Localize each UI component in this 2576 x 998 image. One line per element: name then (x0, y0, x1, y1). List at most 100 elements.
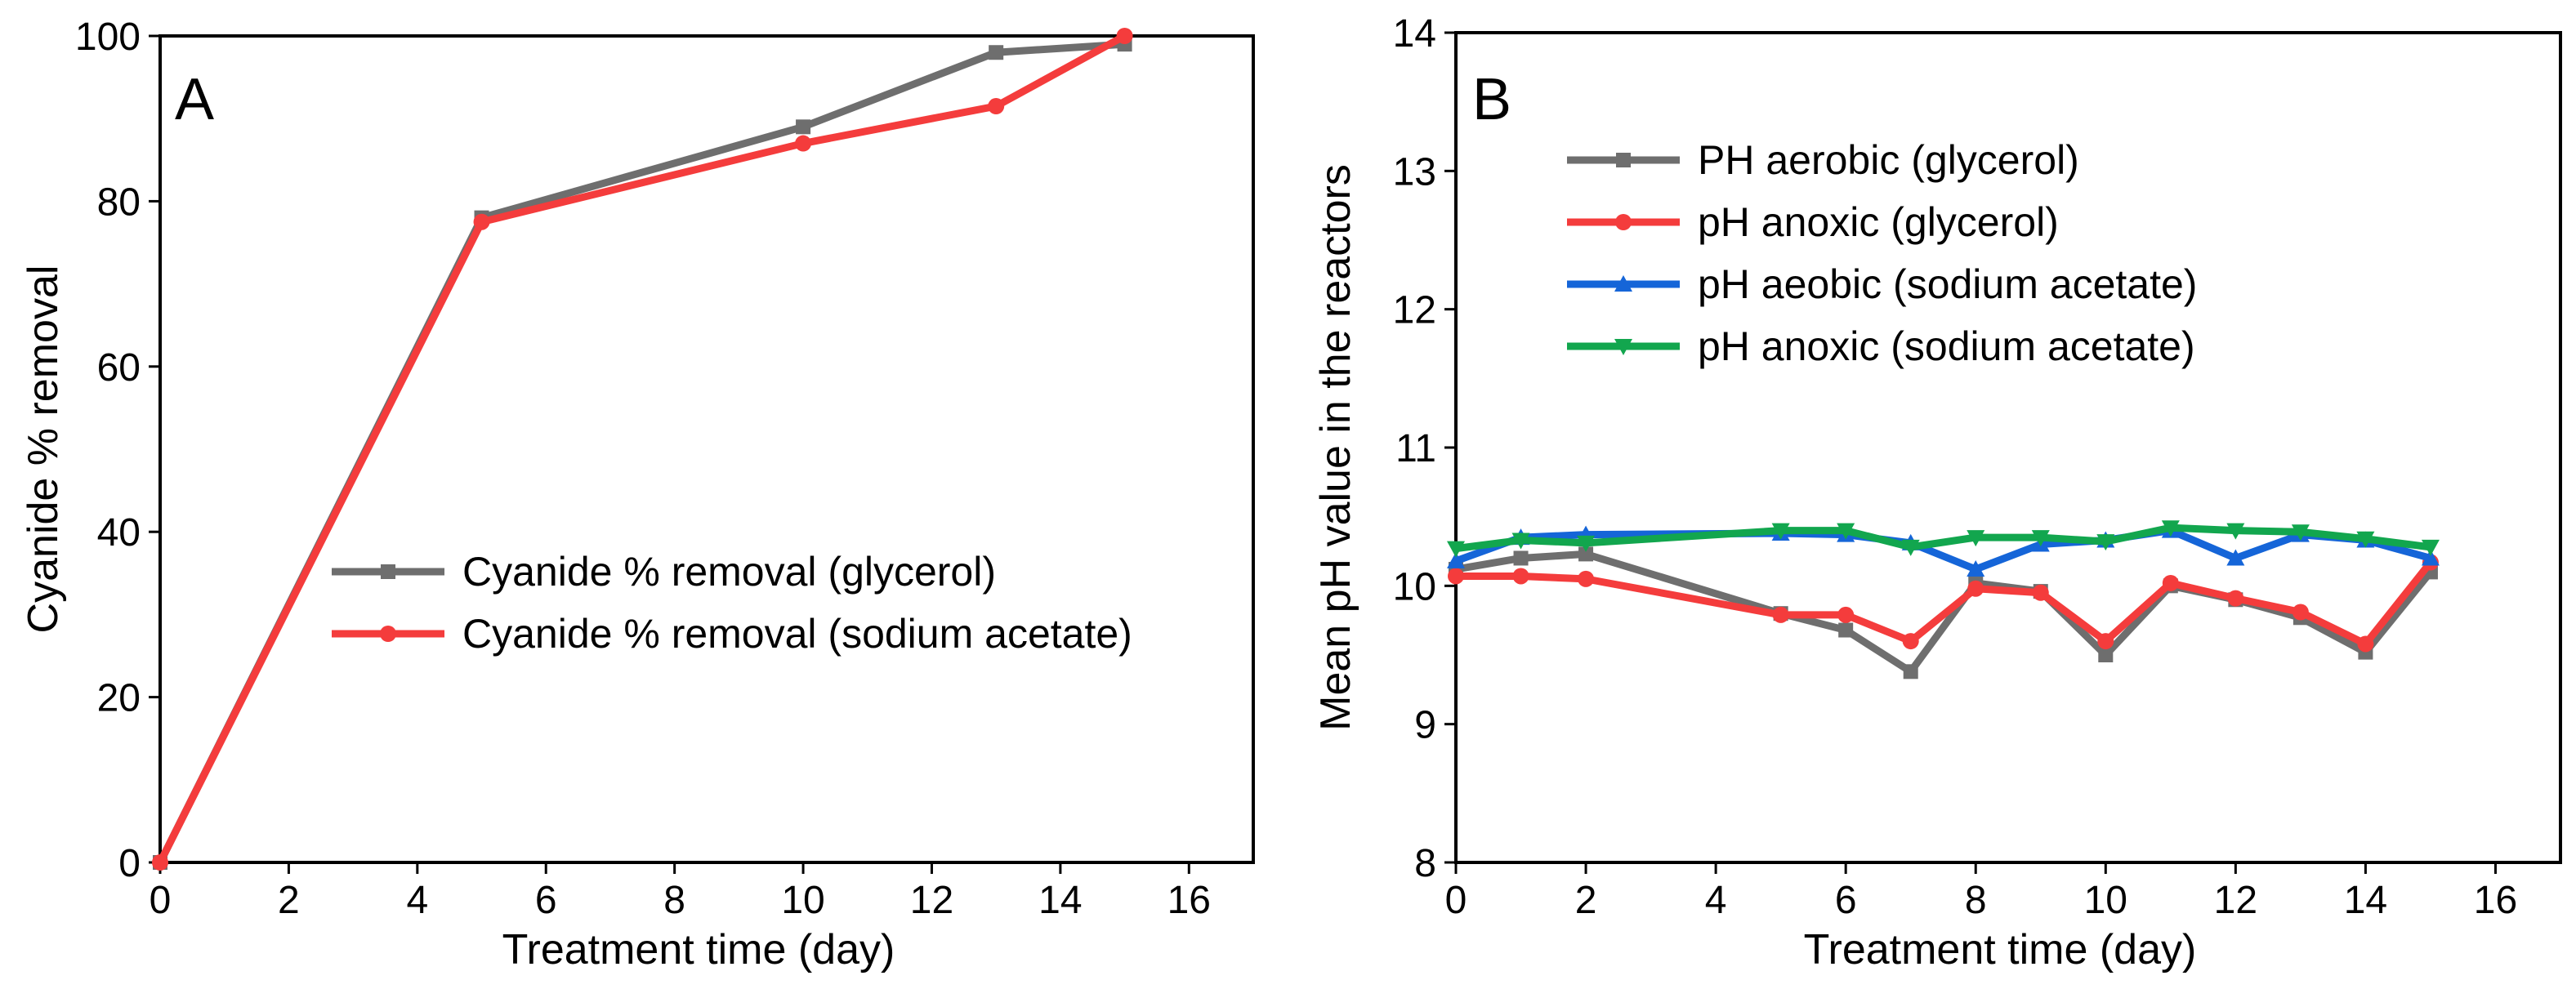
x-tick-label: 12 (910, 879, 953, 922)
data-point (1116, 28, 1133, 44)
legend-label: pH anoxic (sodium acetate) (1698, 323, 2195, 369)
data-point (2291, 524, 2310, 541)
panel-label: A (175, 67, 214, 132)
data-point (1967, 530, 1985, 547)
chart-panel-b: 0 2 4 6 8 10 12 14 16 8 9 10 11 12 13 14 Treatment time … (1312, 12, 2562, 973)
data-point (1902, 633, 1919, 650)
legend-marker (1616, 153, 1631, 167)
series-1 (1448, 554, 2439, 653)
data-point (152, 854, 168, 871)
x-tick-label: 0 (1445, 879, 1467, 922)
x-tick-label: 16 (1167, 879, 1211, 922)
x-tick-label: 2 (1575, 879, 1597, 922)
data-point (1967, 560, 1985, 577)
legend-marker (1615, 214, 1632, 230)
x-tick-label: 10 (2084, 879, 2127, 922)
x-axis-label: Treatment time (day) (502, 926, 895, 973)
x-tick-label: 2 (278, 879, 300, 922)
legend-label: pH anoxic (glycerol) (1698, 199, 2059, 245)
x-tick-label: 6 (1835, 879, 1857, 922)
x-tick-label: 8 (1965, 879, 1987, 922)
data-point (1577, 535, 1596, 552)
data-point (1771, 523, 1790, 540)
legend-marker (1614, 339, 1632, 355)
data-point (2421, 549, 2440, 566)
data-point (989, 45, 1004, 60)
y-axis-label: Cyanide % removal (20, 265, 67, 634)
y-tick-label: 12 (1393, 289, 1436, 332)
data-point (1447, 551, 1465, 568)
series-1 (152, 28, 1133, 871)
y-axis-label: Mean pH value in the reactors (1312, 164, 1359, 731)
data-point (1967, 580, 1984, 597)
data-point (795, 135, 812, 152)
x-tick-label: 14 (2344, 879, 2387, 922)
data-point (1837, 606, 1855, 623)
x-axis-label: Treatment time (day) (1804, 926, 2197, 973)
legend-label: pH aeobic (sodium acetate) (1698, 261, 2197, 307)
series-line (1452, 524, 2435, 553)
series-line (156, 40, 1129, 867)
series-3 (1447, 520, 2440, 558)
x-tick-label: 12 (2214, 879, 2257, 922)
data-point (1511, 532, 1530, 550)
y-tick-label: 40 (97, 511, 141, 555)
data-point (1578, 546, 1594, 562)
y-tick-label: 80 (97, 180, 141, 224)
data-point (2031, 530, 2050, 547)
data-point (2421, 539, 2440, 556)
y-tick-label: 60 (97, 346, 141, 390)
x-tick-label: 0 (150, 879, 172, 922)
data-point (1578, 570, 1595, 587)
y-tick-label: 20 (97, 677, 141, 720)
legend-marker (381, 564, 395, 579)
series-line (156, 32, 1129, 867)
legend-label: PH aerobic (glycerol) (1698, 137, 2079, 183)
data-point (1837, 523, 1855, 540)
data-point (2162, 574, 2179, 591)
chart-panel-a: 0 2 4 6 8 10 12 14 16 0 20 40 60 80 100 Treatment time … (20, 16, 1255, 973)
x-tick-label: 10 (781, 879, 824, 922)
y-tick-label: 0 (118, 842, 141, 885)
legend-marker (380, 626, 396, 642)
data-point (2161, 520, 2180, 537)
data-point (2356, 531, 2375, 548)
data-point (2292, 604, 2309, 621)
legend: PH aerobic (glycerol) pH anoxic (glycerol… (1567, 137, 2197, 369)
data-point (1838, 622, 1854, 638)
data-point (2097, 633, 2114, 650)
plot-frame (158, 34, 1255, 864)
data-point (2226, 523, 2245, 540)
legend-marker (1614, 275, 1632, 292)
data-point (988, 98, 1005, 115)
data-point (1903, 664, 1918, 679)
y-tick-label: 100 (75, 16, 141, 59)
data-point (2357, 635, 2374, 653)
x-tick-label: 14 (1038, 879, 1082, 922)
x-tick-label: 16 (2474, 879, 2517, 922)
data-point (2032, 584, 2049, 601)
x-tick-label: 4 (406, 879, 428, 922)
data-point (1448, 568, 1464, 585)
data-point (473, 213, 490, 230)
data-point (2226, 549, 2245, 566)
y-tick-label: 14 (1393, 12, 1436, 56)
data-point (1772, 606, 1789, 623)
legend-label: Cyanide % removal (glycerol) (462, 549, 996, 595)
panel-label: B (1472, 67, 1511, 132)
y-tick-label: 9 (1414, 704, 1436, 747)
series-line (1452, 527, 2435, 573)
data-point (1512, 568, 1529, 585)
series-line (1452, 559, 2435, 648)
series-0 (153, 37, 1132, 870)
x-tick-label: 4 (1705, 879, 1727, 922)
y-tick-label: 11 (1395, 427, 1436, 470)
y-tick-label: 8 (1414, 842, 1436, 885)
data-point (1513, 550, 1529, 566)
legend: Cyanide % removal (glycerol) Cyanide % re… (332, 549, 1132, 657)
y-tick-label: 13 (1393, 150, 1436, 194)
data-point (2096, 534, 2115, 551)
data-point (1447, 541, 1465, 558)
x-tick-label: 6 (535, 879, 557, 922)
